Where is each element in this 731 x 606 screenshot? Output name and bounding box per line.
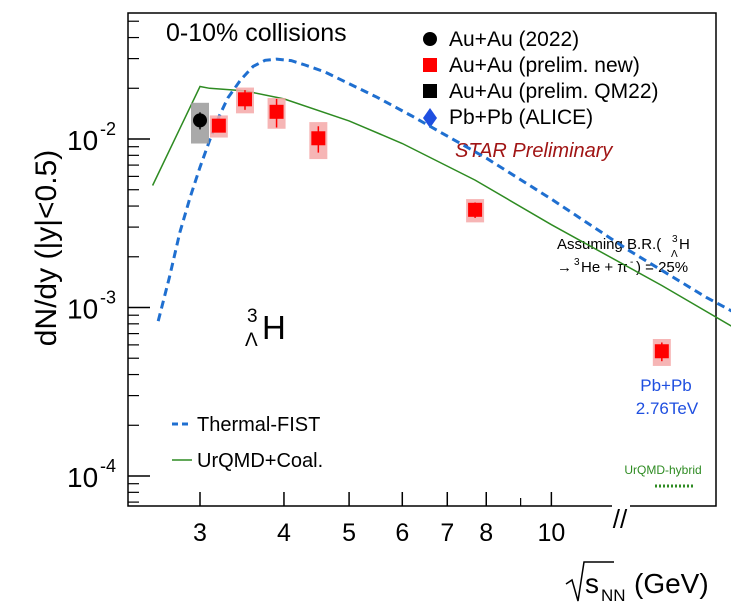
x-tick-label: 6 — [395, 519, 409, 547]
br-line2-b: He + π — [581, 259, 628, 276]
legend-marker-prelim-new — [423, 58, 437, 72]
urqmd-hybrid-label: UrQMD-hybrid — [624, 463, 701, 477]
br-line1-b: H — [679, 236, 690, 253]
model-curves — [151, 57, 731, 327]
y-tick-exponent: -3 — [100, 288, 116, 308]
plot-frame — [127, 12, 717, 507]
y-axis-ticks: 10-410-310-2 — [67, 20, 150, 503]
y-axis-label: dN/dy (|y|<0.5) — [30, 150, 63, 347]
legend-bottom: Thermal-FIST UrQMD+Coal. — [172, 414, 323, 472]
branching-ratio-note: Assuming B.R.( 3 Λ H → 3 He + π - ) = 25… — [557, 234, 690, 276]
data-point — [468, 202, 483, 217]
chart-title: 0-10% collisions — [166, 19, 347, 47]
br-line2-sup2: - — [630, 257, 633, 268]
star-preliminary-label: STAR Preliminary — [455, 140, 613, 162]
legend-label-prelim-qm22: Au+Au (prelim. QM22) — [449, 80, 659, 103]
x-tick-label: 3 — [193, 519, 207, 547]
x-tick-label: 5 — [342, 519, 356, 547]
br-line1-sub: Λ — [671, 249, 678, 260]
x-axis-label-symbol: s — [585, 568, 599, 599]
y-tick-exponent: -4 — [100, 456, 116, 476]
x-tick-label: 8 — [479, 519, 493, 547]
br-line2-sup1: 3 — [574, 257, 580, 268]
data-point — [237, 92, 252, 107]
br-line2-a: → — [557, 259, 572, 276]
alice-label-line2: 2.76TeV — [636, 399, 699, 418]
br-line1-a: Assuming B.R.( — [557, 236, 661, 253]
alice-label-line1: Pb+Pb — [640, 376, 692, 395]
data-point — [311, 131, 326, 146]
particle-label-pre-super: 3 — [247, 306, 258, 327]
data-point — [211, 118, 226, 133]
legend-label-prelim-new: Au+Au (prelim. new) — [449, 54, 640, 77]
legend-marker-au-au-2022 — [423, 32, 437, 46]
data-point — [654, 344, 669, 359]
legend-label-au-au-2022: Au+Au (2022) — [449, 28, 579, 51]
particle-label: 3 Λ H — [245, 306, 286, 351]
legend-label-thermal-fist: Thermal-FIST — [197, 414, 320, 436]
data-point — [269, 104, 284, 119]
x-tick-label: 7 — [440, 519, 454, 547]
x-axis-label-unit: (GeV) — [634, 568, 709, 599]
axis-break-gap — [612, 504, 630, 509]
urqmd-coal-curve — [151, 85, 731, 327]
x-tick-label: 4 — [277, 519, 291, 547]
x-axis-label: s NN (GeV) — [565, 561, 709, 605]
x-tick-label: 10 — [537, 519, 565, 547]
axis-break-marker: // — [613, 504, 628, 534]
br-line1-sup: 3 — [672, 234, 678, 245]
x-axis-ticks: 345678102030 — [193, 492, 630, 547]
legend-marker-alice — [423, 108, 437, 128]
y-tick-exponent: -2 — [100, 119, 116, 139]
data-point — [193, 113, 207, 128]
br-line2-c: ) = 25% — [636, 259, 688, 276]
legend-label-alice: Pb+Pb (ALICE) — [449, 106, 593, 129]
legend-label-urqmd-coal: UrQMD+Coal. — [197, 450, 323, 472]
y-tick-label: 10 — [67, 294, 98, 325]
y-tick-label: 10 — [67, 125, 98, 156]
legend-top: Au+Au (2022) Au+Au (prelim. new) Au+Au (… — [423, 28, 659, 129]
particle-label-main: H — [262, 309, 286, 346]
legend-marker-prelim-qm22 — [423, 84, 437, 98]
sqrt-symbol — [565, 561, 614, 602]
y-tick-label: 10 — [67, 462, 98, 493]
data-points — [191, 87, 671, 366]
particle-label-pre-sub: Λ — [245, 330, 258, 351]
x-axis-label-subscript: NN — [601, 586, 626, 605]
